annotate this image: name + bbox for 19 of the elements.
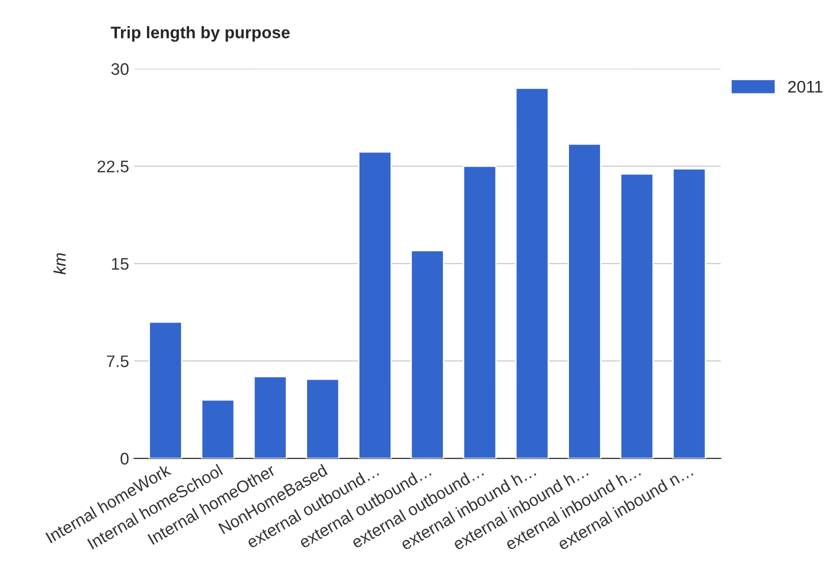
- bar: [200, 399, 235, 458]
- bar: [620, 173, 654, 458]
- bar: [306, 378, 340, 458]
- chart-title: Trip length by purpose: [110, 26, 290, 42]
- bar: [515, 88, 550, 458]
- bar: [253, 376, 288, 458]
- y-tick-label: 15: [112, 258, 129, 270]
- bar: [358, 151, 392, 458]
- y-tick-label: 0: [120, 452, 129, 465]
- y-tick-label: 22.5: [98, 160, 129, 172]
- y-tick-label: 30: [111, 63, 129, 75]
- y-axis-title: km: [53, 253, 66, 274]
- legend-label: 2011: [788, 80, 822, 93]
- bar: [568, 143, 602, 458]
- y-tick-label: 7.5: [106, 356, 129, 368]
- bar: [462, 165, 497, 458]
- bar: [672, 168, 706, 458]
- bar: [148, 321, 182, 458]
- bar: [410, 250, 444, 458]
